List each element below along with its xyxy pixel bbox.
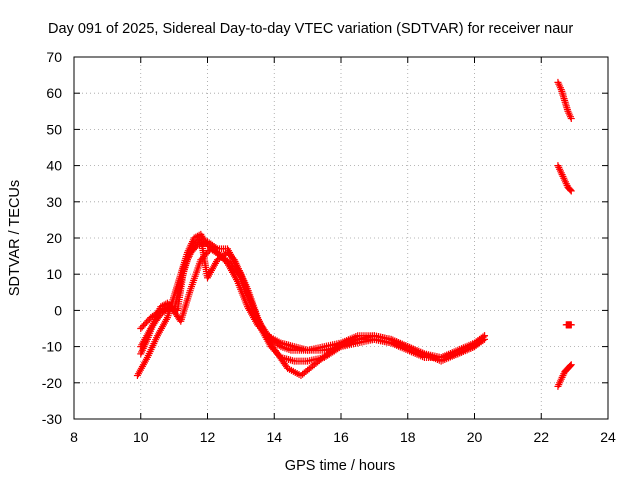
- y-tick-label: 70: [46, 49, 62, 65]
- series-track-6: [554, 162, 575, 195]
- data-point: [479, 333, 487, 341]
- y-tick-label: 10: [46, 266, 62, 282]
- x-tick-label: 16: [333, 429, 349, 445]
- series-track-7: [554, 78, 575, 123]
- x-tick-label: 12: [200, 429, 216, 445]
- x-tick-label: 22: [533, 429, 549, 445]
- y-tick-label: 40: [46, 158, 62, 174]
- series-track-8: [562, 321, 575, 329]
- data-point: [567, 361, 575, 369]
- data-point: [567, 115, 575, 123]
- x-axis-ticks: 8 10 12 14 16 18 20 22 24: [70, 57, 616, 445]
- x-axis-title: GPS time / hours: [285, 458, 395, 474]
- x-tick-label: 18: [400, 429, 416, 445]
- data-point: [404, 343, 412, 351]
- y-axis-title: SDTVAR / TECUs: [7, 180, 23, 296]
- y-tick-label: -10: [42, 339, 62, 355]
- data-point: [567, 321, 575, 329]
- data-point: [566, 362, 574, 370]
- y-tick-label: -20: [42, 375, 62, 391]
- data-point: [481, 332, 489, 340]
- y-tick-label: -30: [42, 411, 62, 427]
- x-tick-label: 14: [266, 429, 282, 445]
- y-tick-label: 30: [46, 194, 62, 210]
- y-axis-ticks: -30 -20 -10 0 10 20 30 40 50 60 70: [42, 49, 608, 427]
- data-point: [275, 341, 283, 349]
- data-marks: [133, 78, 575, 390]
- data-point: [566, 186, 574, 194]
- series-track-4: [137, 234, 412, 358]
- x-tick-label: 24: [600, 429, 616, 445]
- data-point: [567, 187, 575, 195]
- series-track-5: [554, 361, 575, 390]
- y-tick-label: 60: [46, 85, 62, 101]
- y-tick-label: 20: [46, 230, 62, 246]
- y-tick-label: 0: [54, 302, 62, 318]
- x-tick-label: 20: [467, 429, 483, 445]
- x-tick-label: 10: [133, 429, 149, 445]
- x-tick-label: 8: [70, 429, 78, 445]
- y-tick-label: 50: [46, 121, 62, 137]
- chart-title: Day 091 of 2025, Sidereal Day-to-day VTE…: [48, 21, 573, 37]
